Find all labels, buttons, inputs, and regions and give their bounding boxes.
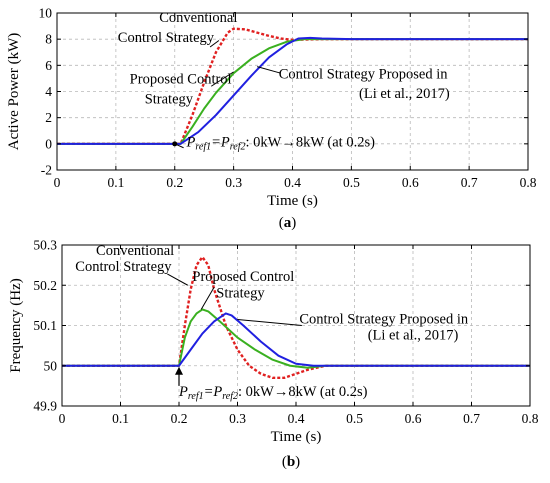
curve-annotation: Strategy <box>216 285 265 301</box>
panel-caption: (b) <box>282 454 300 470</box>
annotation-part: ref2 <box>222 391 238 402</box>
y-tick-label: 50.1 <box>33 318 57 333</box>
reference-step-label: Pref1=Pref2: 0kW→8kW (at 0.2s) <box>178 384 368 402</box>
x-tick-label: 0.2 <box>166 175 183 190</box>
leader-line <box>200 287 215 310</box>
x-tick-label: 0 <box>54 175 61 190</box>
caption-paren: ( <box>279 215 284 231</box>
x-tick-label: 0.7 <box>461 175 478 190</box>
annotation-part: ref2 <box>230 141 246 152</box>
leader-line <box>174 143 184 149</box>
curve-annotation: Conventional <box>96 243 174 259</box>
step-arrow-head <box>175 366 183 375</box>
x-tick-label: 0.7 <box>463 411 480 426</box>
caption-paren: ) <box>291 215 296 231</box>
y-tick-label: 49.9 <box>33 399 57 414</box>
x-tick-label: 0.8 <box>520 175 537 190</box>
curve-annotation: Proposed Control <box>192 269 294 285</box>
y-tick-label: 8 <box>45 32 52 47</box>
curve-annotation: Control Strategy <box>75 259 172 275</box>
y-tick-label: 2 <box>45 110 52 125</box>
y-tick-label: 4 <box>45 84 52 99</box>
x-tick-label: 0.6 <box>405 411 422 426</box>
caption-paren: ( <box>282 454 287 470</box>
annotation-part: =P <box>204 384 223 400</box>
curve-annotation: Control Strategy <box>118 30 215 46</box>
annotation-part: : 0kW→8kW (at 0.2s) <box>238 384 368 400</box>
curve-annotation: Conventional <box>159 10 237 26</box>
curve-annotation: Control Strategy Proposed in <box>299 311 469 327</box>
annotation-part: ref1 <box>195 141 211 152</box>
x-tick-label: 0.8 <box>522 411 539 426</box>
leader-line <box>257 66 281 74</box>
leader-line <box>237 318 302 326</box>
curve-annotation: Strategy <box>145 91 194 107</box>
x-tick-label: 0.5 <box>343 175 360 190</box>
leader-line <box>209 40 220 48</box>
x-tick-label: 0.6 <box>402 175 419 190</box>
curve-annotation: Control Strategy Proposed in <box>279 66 449 82</box>
x-tick-label: 0.5 <box>346 411 363 426</box>
curve-annotation: Proposed Control <box>130 72 232 88</box>
y-tick-label: 50 <box>44 358 58 373</box>
y-tick-label: 50.3 <box>33 238 57 253</box>
annotation-part: P <box>178 384 188 400</box>
annotation-part: ref1 <box>188 391 204 402</box>
x-axis-label: Time (s) <box>271 429 322 445</box>
y-tick-label: 10 <box>39 6 53 21</box>
x-tick-label: 0.1 <box>112 411 129 426</box>
y-tick-label: 50.2 <box>33 278 57 293</box>
x-tick-label: 0.3 <box>229 411 246 426</box>
curve-annotation: (Li et al., 2017) <box>359 86 450 102</box>
x-tick-label: 0.2 <box>171 411 188 426</box>
chart-panel-b: 0 0.1 0.2 0.3 0.4 0.5 0.6 0.7 0.8 49.9 50 50.1 50.2 5… <box>8 238 539 471</box>
annotation-part: P <box>186 134 196 150</box>
annotation-part: =P <box>211 134 230 150</box>
x-tick-label: 0.4 <box>284 175 301 190</box>
x-tick-label: 0.3 <box>225 175 242 190</box>
caption-paren: ) <box>295 454 300 470</box>
caption-letter: a <box>284 215 292 231</box>
series-line-li-2017 <box>57 36 528 145</box>
panel-caption: (a) <box>279 215 297 231</box>
curve-annotation: (Li et al., 2017) <box>368 328 459 344</box>
leader-line <box>210 71 234 87</box>
y-tick-label: 0 <box>45 136 52 151</box>
caption-letter: b <box>287 454 295 470</box>
leader-line <box>167 273 189 286</box>
y-axis-label: Frequency (Hz) <box>8 278 24 373</box>
series-line-conventional <box>62 255 530 380</box>
x-axis-label: Time (s) <box>267 193 318 209</box>
y-tick-label: -2 <box>41 163 52 178</box>
y-axis-label: Active Power (kW) <box>6 33 22 150</box>
x-tick-label: 0.4 <box>288 411 305 426</box>
annotation-part: : 0kW→8kW (at 0.2s) <box>246 134 376 150</box>
y-tick-label: 6 <box>45 58 52 73</box>
reference-step-label: Pref1=Pref2: 0kW→8kW (at 0.2s) <box>186 134 376 152</box>
x-tick-label: 0 <box>59 411 66 426</box>
series-line-li-2017 <box>62 312 530 367</box>
x-tick-label: 0.1 <box>107 175 124 190</box>
